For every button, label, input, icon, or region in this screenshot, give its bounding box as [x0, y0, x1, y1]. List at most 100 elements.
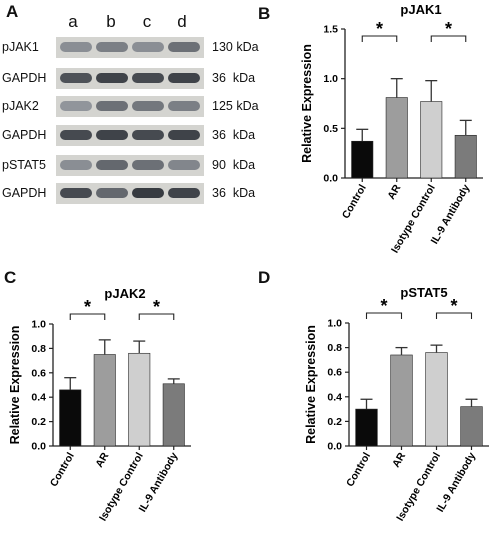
bar [59, 389, 82, 447]
blot-protein-label: pSTAT5 [2, 158, 46, 172]
blot-band [96, 130, 128, 140]
blot-size-label: 36 kDa [212, 128, 256, 142]
y-tick-label: 0.0 [323, 173, 338, 185]
significance-star: * [445, 19, 452, 39]
blot-band [168, 73, 200, 83]
blot-band-strip [56, 125, 204, 146]
y-tick-label: 0.4 [327, 391, 342, 403]
x-tick-label: AR [390, 450, 408, 469]
blot-band-strip [56, 68, 204, 89]
significance-bracket [69, 313, 106, 320]
blot-band [60, 42, 92, 52]
significance-bracket [361, 35, 398, 42]
x-tick-label: Control [340, 182, 369, 220]
significance-bracket [430, 35, 467, 42]
panel-letter-c: C [4, 268, 17, 287]
blot-protein-label: GAPDH [2, 71, 47, 85]
blot-band-strip [56, 96, 204, 117]
blot-band [60, 101, 92, 111]
panel-letter-b: B [258, 4, 271, 23]
bar [351, 140, 374, 179]
blot-band [168, 42, 200, 52]
blot-size-label: 36 kDa [212, 186, 256, 200]
blot-band [132, 160, 164, 170]
chart-title: pJAK1 [400, 2, 441, 17]
blot-size-label: 125 kDa [212, 99, 259, 113]
bar [128, 352, 151, 447]
y-tick-label: 1.5 [323, 24, 338, 36]
blot-band-strip [56, 155, 204, 176]
chart-pjak2: pJAK2 Relative Expression 0.0 0.2 0.4 0.6 0.8 1… [8, 286, 191, 523]
bar [385, 97, 408, 179]
y-tick-label: 1.0 [323, 73, 338, 85]
chart-pjak1: pJAK1 Relative Expression 0.0 0.5 1.0 1.5 Cont… [300, 2, 483, 255]
y-tick-label: 0.6 [327, 367, 342, 379]
bar [390, 354, 413, 447]
panel-letter-d: D [258, 268, 271, 287]
y-axis-label: Relative Expression [304, 325, 318, 444]
y-tick-label: 0.0 [327, 441, 342, 453]
blot-protein-label: pJAK1 [2, 40, 39, 54]
blot-band [96, 42, 128, 52]
blot-band [60, 188, 92, 198]
significance-bracket [365, 312, 403, 319]
blot-band [168, 101, 200, 111]
x-tick-label: Control [344, 450, 373, 488]
y-tick-label: 0.8 [327, 342, 342, 354]
y-tick-label: 0.4 [31, 392, 46, 404]
significance-star: * [450, 296, 457, 316]
blot-band [168, 188, 200, 198]
significance-bracket [138, 313, 175, 320]
chart-title: pSTAT5 [400, 285, 447, 300]
y-tick-label: 1.0 [31, 319, 46, 331]
chart-title: pJAK2 [104, 286, 145, 301]
blot-size-label: 36 kDa [212, 71, 256, 85]
blot-band [96, 73, 128, 83]
blot-protein-label: pJAK2 [2, 99, 39, 113]
y-tick-label: 0.0 [31, 441, 46, 453]
blot-protein-label: GAPDH [2, 128, 47, 142]
panel-letter-a: A [6, 2, 19, 21]
y-tick-label: 0.6 [31, 367, 46, 379]
y-tick-label: 0.8 [31, 343, 46, 355]
blot-size-label: 90 kDa [212, 158, 256, 172]
y-tick-label: 1.0 [327, 318, 342, 330]
blot-band-strip [56, 183, 204, 204]
blot-band [132, 130, 164, 140]
significance-bracket [435, 312, 473, 319]
lane-label-c: c [142, 12, 152, 31]
y-axis-label: Relative Expression [300, 44, 314, 163]
blot-band [132, 73, 164, 83]
bar [460, 406, 483, 447]
significance-star: * [84, 297, 91, 317]
bar [162, 383, 185, 447]
x-tick-label: Control [48, 450, 77, 488]
x-tick-label: AR [385, 182, 403, 201]
blot-protein-label: GAPDH [2, 186, 47, 200]
blot-band [96, 101, 128, 111]
blot-size-label: 130 kDa [212, 40, 259, 54]
y-tick-label: 0.5 [323, 123, 338, 135]
significance-star: * [380, 296, 387, 316]
blot-band [96, 188, 128, 198]
blot-band [168, 160, 200, 170]
chart-pstat5: pSTAT5 Relative Expression 0.0 0.2 0.4 0.6 0.8… [304, 285, 489, 523]
blot-band [168, 130, 200, 140]
y-tick-label: 0.2 [31, 416, 46, 428]
blot-band [60, 130, 92, 140]
blot-band [60, 73, 92, 83]
bar [454, 134, 477, 179]
significance-star: * [153, 297, 160, 317]
blot-band [132, 101, 164, 111]
bar [93, 354, 116, 447]
blot-band-strip [56, 37, 204, 58]
significance-star: * [376, 19, 383, 39]
blot-band [96, 160, 128, 170]
lane-label-a: a [68, 12, 78, 31]
western-blot: a b c d pJAK1 130 kDa GAPDH 36 kDa pJAK2 125 … [0, 0, 259, 215]
y-axis-label: Relative Expression [8, 326, 22, 445]
lane-label-d: d [177, 12, 187, 31]
bar [425, 352, 448, 447]
x-tick-label: AR [93, 450, 111, 469]
bar [355, 408, 378, 447]
